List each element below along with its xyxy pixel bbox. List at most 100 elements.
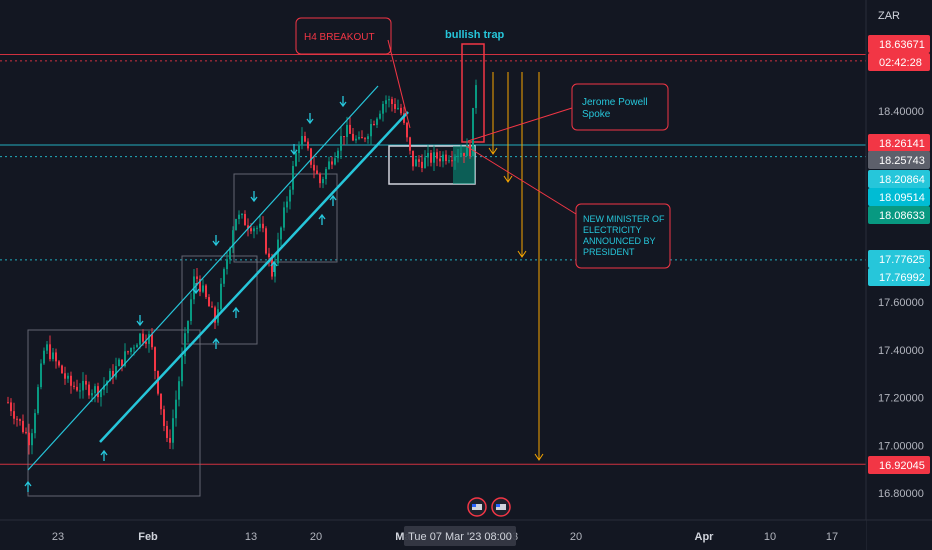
projection-head-2 [517,250,527,258]
x-tick-6: 20 [570,531,582,543]
candle-body [103,385,105,390]
arrow-up-0 [24,480,32,492]
candle-body [268,253,270,258]
price-badge-0 [868,35,930,53]
arrow-up-1 [100,449,108,461]
h4-breakout-label: H4 BREAKOUT [304,32,375,43]
price-badge-label-6: 18.08633 [879,210,925,222]
candle-body [109,370,111,382]
projection-head-1 [503,175,513,183]
y-tick-1: 17.60000 [878,297,924,309]
powell-label-line: Jerome Powell [582,97,648,108]
candle-body [85,380,87,385]
crosshair-date: Tue 07 Mar '23 08:00 [408,531,512,543]
candle-body [274,263,276,277]
candle-body [301,136,303,145]
candle-body [244,214,246,226]
us-flag-event-icon-canton [472,504,476,507]
candle-body [64,373,66,379]
y-tick-0: 18.40000 [878,106,924,118]
candle-body [283,207,285,228]
candle-body [154,347,156,371]
candle-body [355,138,357,141]
y-tick-2: 17.40000 [878,345,924,357]
candle-body [133,347,135,349]
candle-body [76,386,78,391]
candle-body [55,352,57,362]
candle-body [232,230,234,249]
candle-body [172,418,174,443]
candle-body [475,85,477,109]
candle-body [466,144,468,156]
candle-body [88,384,90,396]
candle-body [40,363,42,388]
candle-body [241,214,243,216]
candle-body [373,123,375,125]
candle-body [118,359,120,367]
candle-body [271,257,273,277]
h4-breakout-label-line: H4 BREAKOUT [304,32,375,43]
price-badge-label-8: 17.76992 [879,272,925,284]
candle-body [52,352,54,360]
minister-label: NEW MINISTER OF ELECTRICITY ANNOUNCED BY PR… [583,214,665,257]
candle-body [181,356,183,382]
breakout-box [453,146,475,184]
candle-body [364,138,366,140]
price-badge-label-2: 18.26141 [879,138,925,150]
candle-body [406,122,408,138]
crosshair-date-bg [404,526,516,546]
candle-body [178,381,180,400]
candle-body [205,285,207,298]
candle-body [445,154,447,161]
candle-body [112,370,114,378]
candle-body [136,344,138,348]
candle-body [421,161,423,168]
candle-body [316,170,318,174]
arrow-down-6 [339,96,347,108]
candle-body [163,409,165,426]
candle-body [202,285,204,292]
x-tick-2: 13 [245,531,257,543]
range-box-2 [233,173,338,263]
arrow-down-4 [290,144,298,156]
candle-body [82,380,84,391]
price-badge-5 [868,188,930,206]
candle-body [145,341,147,344]
price-badge-9 [868,456,930,474]
powell-box [571,83,669,131]
candle-body [187,321,189,334]
currency-label: ZAR [878,10,900,22]
candle-body [415,159,417,167]
candle-body [370,123,372,137]
arrow-up-4 [270,260,278,272]
projection-head-0 [488,147,498,155]
candle-body [334,158,336,165]
candle-body [424,157,426,168]
minister-pointer [465,145,577,215]
candle-body [208,297,210,307]
candle-body [211,306,213,308]
candle-body [418,159,420,162]
candle-body [124,351,126,367]
candle-body [199,278,201,292]
candle-body [457,155,459,157]
candle-body [142,333,144,342]
candle-body [349,124,351,134]
candle-body [157,370,159,394]
candle-body [247,225,249,229]
candle-body [130,347,132,352]
candle-body [28,432,30,446]
candle-body [352,133,354,141]
projection-head-3 [534,453,544,461]
candle-body [463,152,465,156]
candle-body [22,420,24,433]
price-badge-3 [868,151,930,169]
candle-body [139,333,141,345]
candle-body [448,160,450,162]
bullish-trap-label-line: bullish trap [445,29,505,41]
price-badge-8 [868,268,930,286]
candle-body [430,152,432,163]
candle-body [325,169,327,180]
candle-body [337,150,339,159]
